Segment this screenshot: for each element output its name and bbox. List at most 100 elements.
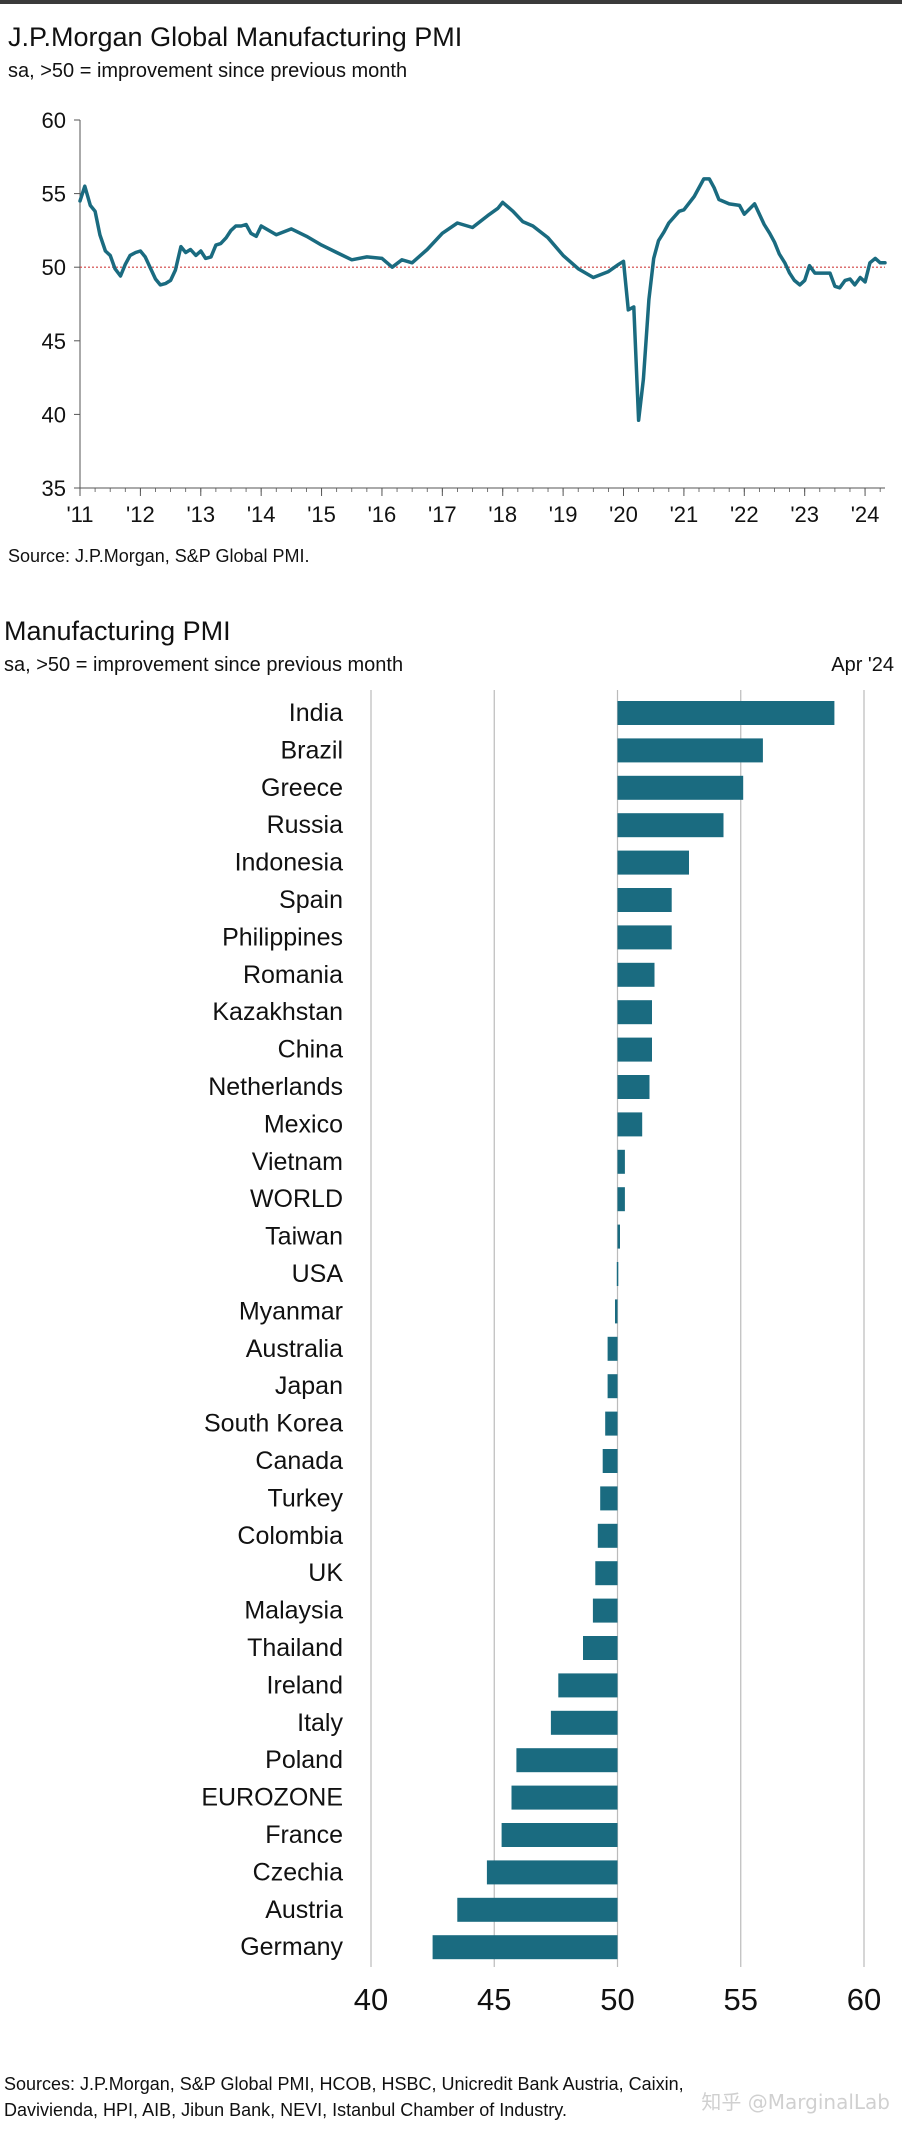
y-tick-label: 60 [42, 108, 66, 133]
bar [617, 850, 689, 875]
category-label: Kazakhstan [212, 998, 343, 1026]
category-label: Australia [246, 1335, 343, 1363]
x-tick-label: '22 [730, 502, 759, 527]
bar [617, 1075, 650, 1099]
bar [600, 1486, 618, 1511]
bar [617, 701, 835, 725]
category-label: UK [308, 1559, 343, 1587]
y-tick-label: 35 [42, 476, 66, 501]
category-label: Romania [243, 961, 343, 989]
watermark: 知乎 @MarginalLab [701, 2090, 890, 2114]
bar-chart-title: Manufacturing PMI [4, 616, 231, 646]
category-label: South Korea [204, 1410, 343, 1438]
bar [583, 1636, 618, 1660]
y-tick-label: 45 [42, 329, 66, 354]
bar [511, 1785, 618, 1810]
bar [617, 813, 724, 838]
category-label: Malaysia [244, 1597, 343, 1625]
bar [550, 1710, 618, 1735]
category-label: Vietnam [252, 1148, 343, 1176]
x-tick-label: '12 [126, 502, 155, 527]
bar-chart-date-label: Apr '24 [831, 654, 894, 676]
bar [558, 1673, 618, 1698]
bar [516, 1748, 618, 1773]
bar-chart-source-line-1: Sources: J.P.Morgan, S&P Global PMI, HCO… [4, 2074, 684, 2094]
x-tick-label: '19 [549, 502, 578, 527]
bar [617, 1149, 625, 1174]
bar [602, 1449, 618, 1473]
bar [457, 1897, 618, 1922]
category-label: Ireland [267, 1671, 343, 1699]
category-label: Indonesia [235, 849, 344, 877]
line-chart-subtitle: sa, >50 = improvement since previous mon… [8, 60, 408, 82]
bar [617, 888, 672, 912]
category-label: Italy [297, 1709, 343, 1737]
top-border [0, 0, 902, 4]
x-tick-label: '20 [609, 502, 638, 527]
bar-chart-source-line-2: Davivienda, HPI, AIB, Jibun Bank, NEVI, … [4, 2100, 567, 2120]
bar [592, 1598, 618, 1623]
category-label: China [278, 1036, 343, 1064]
bar [617, 1224, 620, 1249]
x-tick-label: '15 [307, 502, 336, 527]
category-label: Philippines [222, 923, 343, 951]
category-label: Canada [255, 1447, 343, 1475]
category-label: Brazil [280, 736, 343, 764]
bar-chart: 40 45 50 55 60 India Brazil Greece Russia Indones… [201, 690, 881, 2017]
category-label: Thailand [247, 1634, 343, 1662]
category-label: Czechia [253, 1858, 343, 1886]
category-label: Spain [279, 886, 343, 914]
bar [617, 1112, 643, 1137]
x-tick-label: '23 [790, 502, 819, 527]
category-label: Russia [267, 811, 344, 839]
x-tick-label: '24 [851, 502, 880, 527]
x-tick-label: '21 [670, 502, 699, 527]
category-label: EUROZONE [201, 1784, 343, 1812]
bar [617, 1187, 625, 1212]
bar [617, 775, 744, 800]
bar [486, 1860, 618, 1885]
x-tick-label: 60 [847, 1982, 881, 2017]
y-tick-label: 55 [42, 182, 66, 207]
x-tick-label: 50 [600, 1982, 634, 2017]
y-tick-label: 50 [42, 255, 66, 280]
bar [617, 738, 763, 763]
bar [605, 1411, 618, 1436]
bar [615, 1299, 618, 1324]
bar [432, 1935, 618, 1960]
bar [607, 1336, 618, 1361]
category-label: France [265, 1821, 343, 1849]
category-label: Colombia [237, 1522, 343, 1550]
x-tick-label: '14 [247, 502, 276, 527]
x-tick-label: 45 [477, 1982, 511, 2017]
x-tick-label: '16 [368, 502, 397, 527]
category-label: Austria [265, 1896, 343, 1924]
category-label: Myanmar [239, 1297, 343, 1325]
category-label: Japan [275, 1372, 343, 1400]
x-tick-label: '13 [186, 502, 215, 527]
line-chart-title: J.P.Morgan Global Manufacturing PMI [8, 22, 463, 52]
x-tick-label: '17 [428, 502, 457, 527]
x-tick-label: 40 [354, 1982, 388, 2017]
line-chart-source: Source: J.P.Morgan, S&P Global PMI. [8, 546, 310, 566]
category-label: Mexico [264, 1110, 343, 1138]
x-tick-label: '11 [66, 502, 93, 527]
bar [597, 1523, 618, 1548]
x-tick-label: '18 [488, 502, 517, 527]
bar [607, 1374, 618, 1399]
category-label: WORLD [250, 1185, 343, 1213]
category-label: USA [292, 1260, 344, 1288]
bar [616, 1262, 619, 1286]
bar [617, 962, 655, 987]
category-label: Greece [261, 774, 343, 802]
bar [595, 1561, 618, 1586]
category-label: Turkey [268, 1484, 344, 1512]
x-tick-label: 55 [724, 1982, 758, 2017]
pmi-series-line [78, 177, 887, 423]
bar-chart-subtitle: sa, >50 = improvement since previous mon… [4, 654, 404, 676]
line-chart: 35 40 45 50 55 60 '11 '12 '13 '14 '15 '16 '17 '18 '19 '… [42, 108, 887, 527]
bar [617, 925, 672, 950]
category-label: Netherlands [208, 1073, 343, 1101]
bar [501, 1823, 618, 1847]
y-tick-label: 40 [42, 402, 66, 427]
